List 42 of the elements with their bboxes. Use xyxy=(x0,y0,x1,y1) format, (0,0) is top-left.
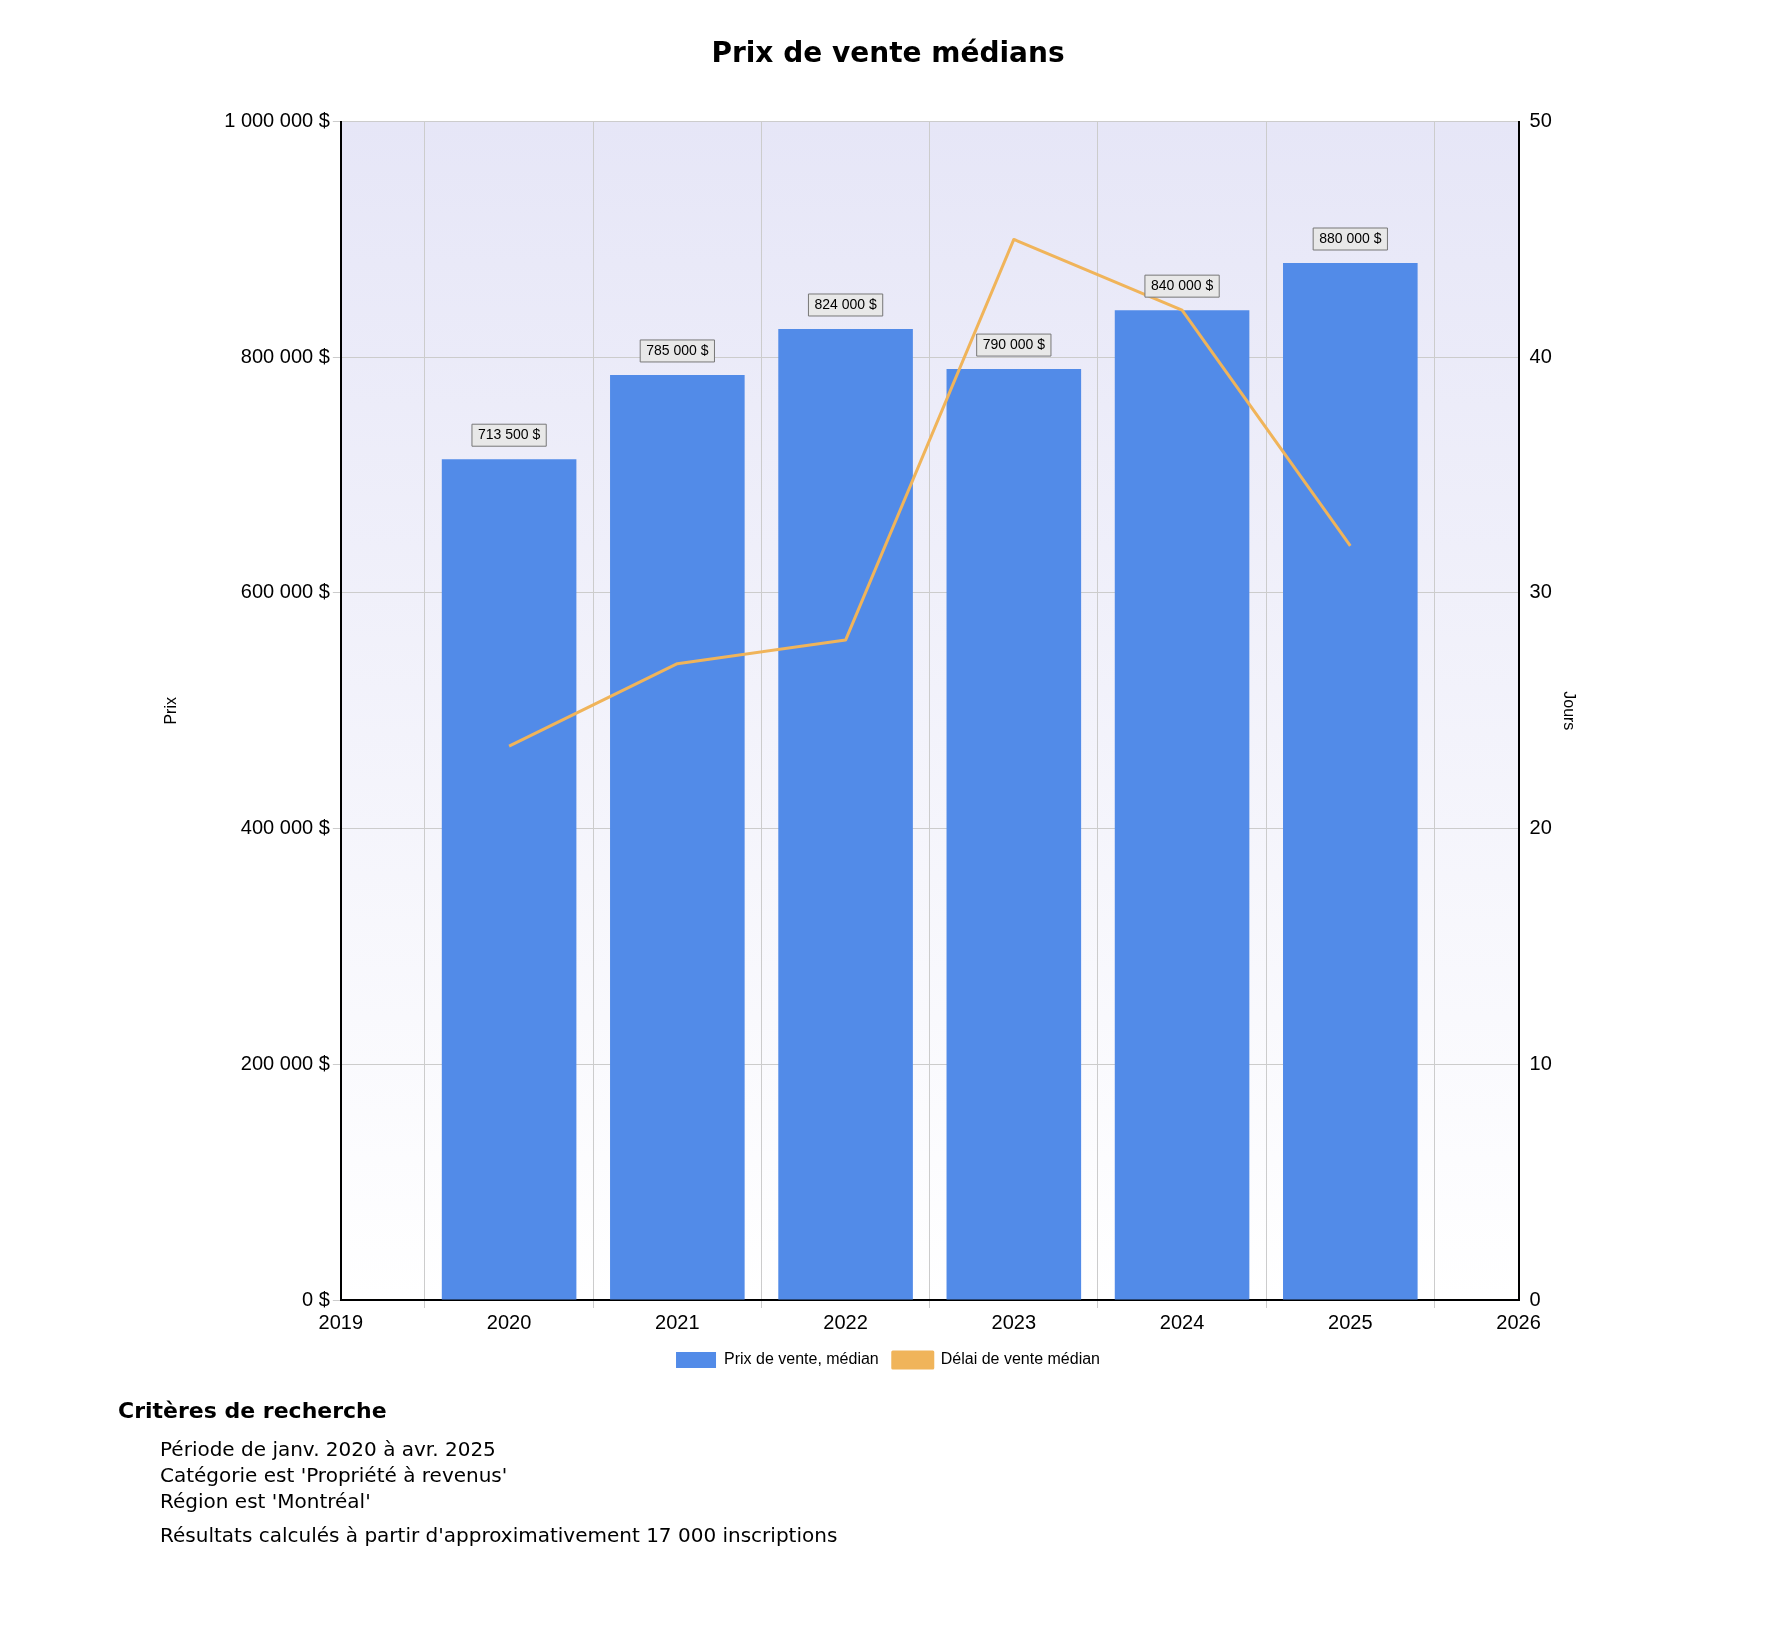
y2-tick-label: 10 xyxy=(1529,1051,1552,1074)
bar xyxy=(778,329,913,1300)
x-tick-label: 2023 xyxy=(991,1310,1037,1333)
x-tick-label: 2022 xyxy=(823,1310,868,1333)
text: Résultats calculés à partir d'approximativement 17 000 inscriptions xyxy=(160,1523,839,1547)
data-label: 824 000 $ xyxy=(814,295,877,312)
y2-tick-label: 30 xyxy=(1529,580,1552,603)
data-label: 880 000 $ xyxy=(1319,229,1382,246)
x-tick-label: 2020 xyxy=(486,1310,532,1333)
text: Critères de recherche xyxy=(118,1398,388,1423)
text: Région est 'Montréal' xyxy=(160,1489,372,1513)
y-tick-label: 200 000 $ xyxy=(240,1051,330,1074)
bar xyxy=(610,374,745,1300)
bar xyxy=(946,369,1082,1300)
data-label: 713 500 $ xyxy=(477,426,541,443)
y2-axis-title: Jours xyxy=(1560,691,1578,731)
legend-label: Prix de vente, médian xyxy=(724,1350,879,1368)
y2-tick-label: 40 xyxy=(1529,344,1552,367)
y-tick-label: 800 000 $ xyxy=(240,344,330,367)
x-tick-label: 2024 xyxy=(1159,1310,1205,1333)
bar xyxy=(441,459,577,1300)
chart-title: Prix de vente médians xyxy=(711,36,1065,70)
data-label: 785 000 $ xyxy=(646,341,709,358)
data-label: 840 000 $ xyxy=(1150,277,1214,293)
data-label: 790 000 $ xyxy=(982,335,1046,352)
y2-tick-label: 0 xyxy=(1529,1287,1541,1310)
y2-tick-label: 20 xyxy=(1529,816,1552,839)
y-tick-label: 600 000 $ xyxy=(240,580,330,603)
x-tick-label: 2019 xyxy=(318,1310,364,1333)
x-tick-label: 2026 xyxy=(1496,1310,1541,1333)
y2-tick-label: 50 xyxy=(1529,109,1552,132)
legend-label: Délai de vente médian xyxy=(940,1350,1100,1368)
y-axis-title: Prix xyxy=(162,697,180,725)
bar xyxy=(1283,263,1418,1300)
x-tick-label: 2021 xyxy=(655,1310,700,1333)
y-tick-label: 400 000 $ xyxy=(240,816,330,839)
y-tick-label: 1 000 000 $ xyxy=(224,109,330,132)
text: Catégorie est 'Propriété à revenus' xyxy=(160,1463,509,1487)
bar xyxy=(1114,310,1250,1300)
y-tick-label: 0 $ xyxy=(302,1287,330,1310)
text: Période de janv. 2020 à avr. 2025 xyxy=(160,1437,497,1461)
x-tick-label: 2025 xyxy=(1328,1310,1373,1333)
